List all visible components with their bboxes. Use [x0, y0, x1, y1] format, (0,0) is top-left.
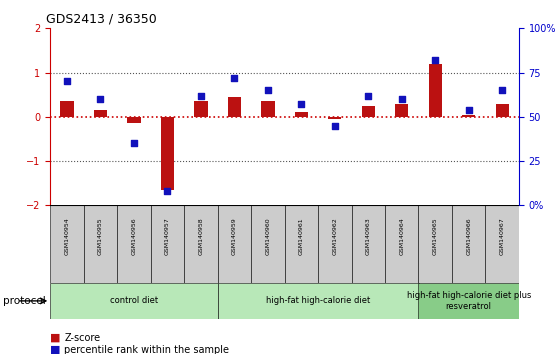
Bar — [285, 205, 318, 283]
Bar — [261, 101, 275, 117]
Point — [96, 96, 105, 102]
Text: GSM140959: GSM140959 — [232, 217, 237, 255]
Bar — [395, 104, 408, 117]
Bar — [462, 115, 475, 117]
Text: GSM140966: GSM140966 — [466, 217, 471, 255]
Bar — [496, 104, 509, 117]
Bar — [184, 205, 218, 283]
Text: percentile rank within the sample: percentile rank within the sample — [64, 345, 229, 354]
Text: GSM140960: GSM140960 — [266, 217, 270, 255]
Bar — [161, 117, 174, 190]
Text: high-fat high-calorie diet plus
resveratrol: high-fat high-calorie diet plus resverat… — [407, 291, 531, 310]
Text: ■: ■ — [50, 345, 61, 354]
Text: GSM140957: GSM140957 — [165, 217, 170, 255]
Bar — [117, 205, 151, 283]
Bar — [429, 64, 442, 117]
Bar — [50, 205, 84, 283]
Point — [263, 87, 272, 93]
Text: GSM140958: GSM140958 — [199, 217, 203, 255]
Point — [498, 87, 507, 93]
Bar — [251, 205, 285, 283]
Text: GSM140954: GSM140954 — [65, 217, 69, 255]
Point — [431, 57, 440, 63]
Text: control diet: control diet — [110, 296, 158, 306]
Bar — [60, 101, 74, 117]
Bar — [352, 205, 385, 283]
Bar — [218, 205, 251, 283]
Bar — [194, 101, 208, 117]
Bar — [151, 205, 184, 283]
Bar — [84, 205, 117, 283]
Bar — [318, 205, 352, 283]
Point — [397, 96, 406, 102]
Bar — [452, 205, 485, 283]
Text: GSM140955: GSM140955 — [98, 217, 103, 255]
Point — [163, 188, 172, 194]
Text: GSM140963: GSM140963 — [366, 217, 371, 255]
Bar — [418, 205, 452, 283]
Bar — [385, 205, 418, 283]
Bar — [295, 113, 308, 117]
Bar — [418, 283, 519, 319]
Text: GSM140961: GSM140961 — [299, 217, 304, 255]
Text: GSM140962: GSM140962 — [333, 217, 337, 255]
Text: GSM140956: GSM140956 — [132, 217, 136, 255]
Bar — [485, 205, 519, 283]
Bar — [362, 106, 375, 117]
Text: GSM140965: GSM140965 — [433, 217, 437, 255]
Text: GDS2413 / 36350: GDS2413 / 36350 — [46, 13, 156, 26]
Text: Z-score: Z-score — [64, 333, 100, 343]
Text: GSM140967: GSM140967 — [500, 217, 504, 255]
Bar — [94, 110, 107, 117]
Point — [330, 123, 339, 129]
Text: high-fat high-calorie diet: high-fat high-calorie diet — [266, 296, 370, 306]
Point — [129, 141, 138, 146]
Point — [464, 107, 473, 113]
Bar — [218, 283, 418, 319]
Point — [196, 93, 205, 98]
Point — [230, 75, 239, 81]
Text: ■: ■ — [50, 333, 61, 343]
Text: protocol: protocol — [3, 296, 46, 306]
Text: GSM140964: GSM140964 — [400, 217, 404, 255]
Bar — [50, 283, 218, 319]
Point — [62, 79, 71, 84]
Bar — [328, 117, 341, 119]
Point — [364, 93, 373, 98]
Bar — [228, 97, 241, 117]
Bar — [127, 117, 141, 124]
Point — [297, 102, 306, 107]
